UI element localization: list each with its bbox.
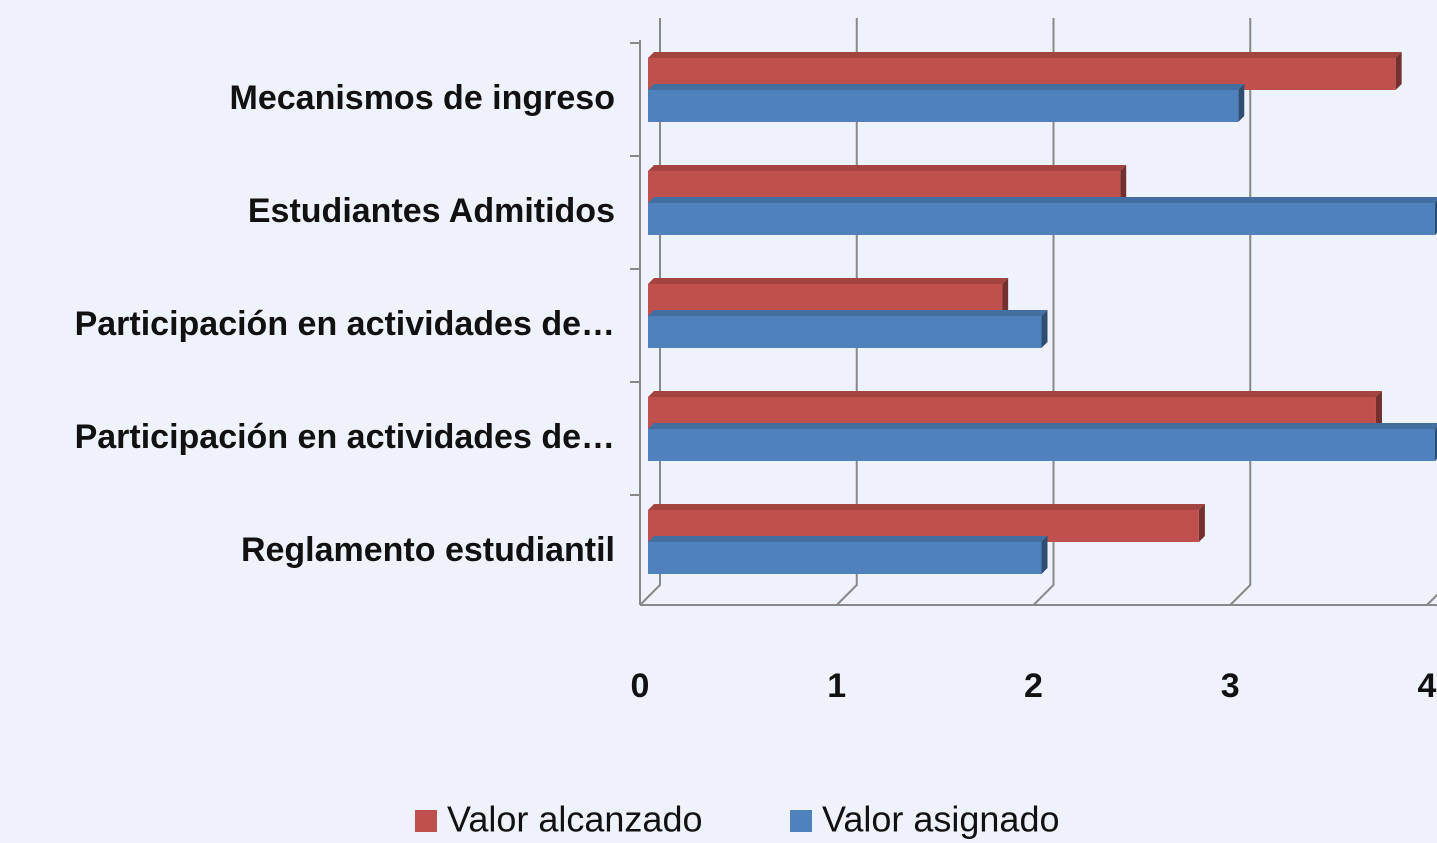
bar-face [1395, 52, 1402, 90]
bar-face [1120, 165, 1127, 203]
x-tick-label: 4 [1418, 667, 1437, 705]
bar-face [648, 90, 1239, 122]
y-tick-label: Participación en actividades de… [75, 418, 615, 456]
bar-face [648, 504, 1205, 510]
y-tick-label: Estudiantes Admitidos [248, 192, 615, 230]
bar-face [1375, 391, 1382, 429]
bar-face [648, 84, 1245, 90]
legend-label: Valor alcanzado [447, 799, 703, 840]
legend-swatch [415, 810, 437, 832]
x-tick-label: 0 [631, 667, 650, 705]
bar-face [648, 391, 1382, 397]
bar-face [648, 316, 1042, 348]
bar-face [648, 429, 1435, 461]
legend-swatch [790, 810, 812, 832]
x-tick-label: 3 [1221, 667, 1240, 705]
bar-face [1238, 84, 1245, 122]
bar-face [648, 542, 1042, 574]
y-tick-label: Reglamento estudiantil [241, 531, 615, 569]
bar [648, 310, 1048, 348]
bar-face [648, 203, 1435, 235]
bar-face [1041, 310, 1048, 348]
x-tick-label: 1 [827, 667, 846, 705]
y-tick-label: Mecanismos de ingreso [230, 79, 615, 117]
bar [648, 423, 1437, 461]
bar-face [648, 165, 1127, 171]
bar [648, 197, 1437, 235]
y-tick-label: Participación en actividades de… [75, 305, 615, 343]
bar-face [648, 310, 1048, 316]
x-tick-label: 2 [1024, 667, 1043, 705]
bar-face [1041, 536, 1048, 574]
bar-face [648, 278, 1009, 284]
bar-face [648, 197, 1437, 203]
bar [648, 536, 1048, 574]
bar [648, 84, 1245, 122]
bar-face [648, 52, 1402, 58]
bar-face [648, 423, 1437, 429]
bar-face [648, 536, 1048, 542]
bar-face [1198, 504, 1205, 542]
bar-face [1002, 278, 1009, 316]
legend-label: Valor asignado [822, 799, 1060, 840]
grid-line [1426, 593, 1437, 606]
